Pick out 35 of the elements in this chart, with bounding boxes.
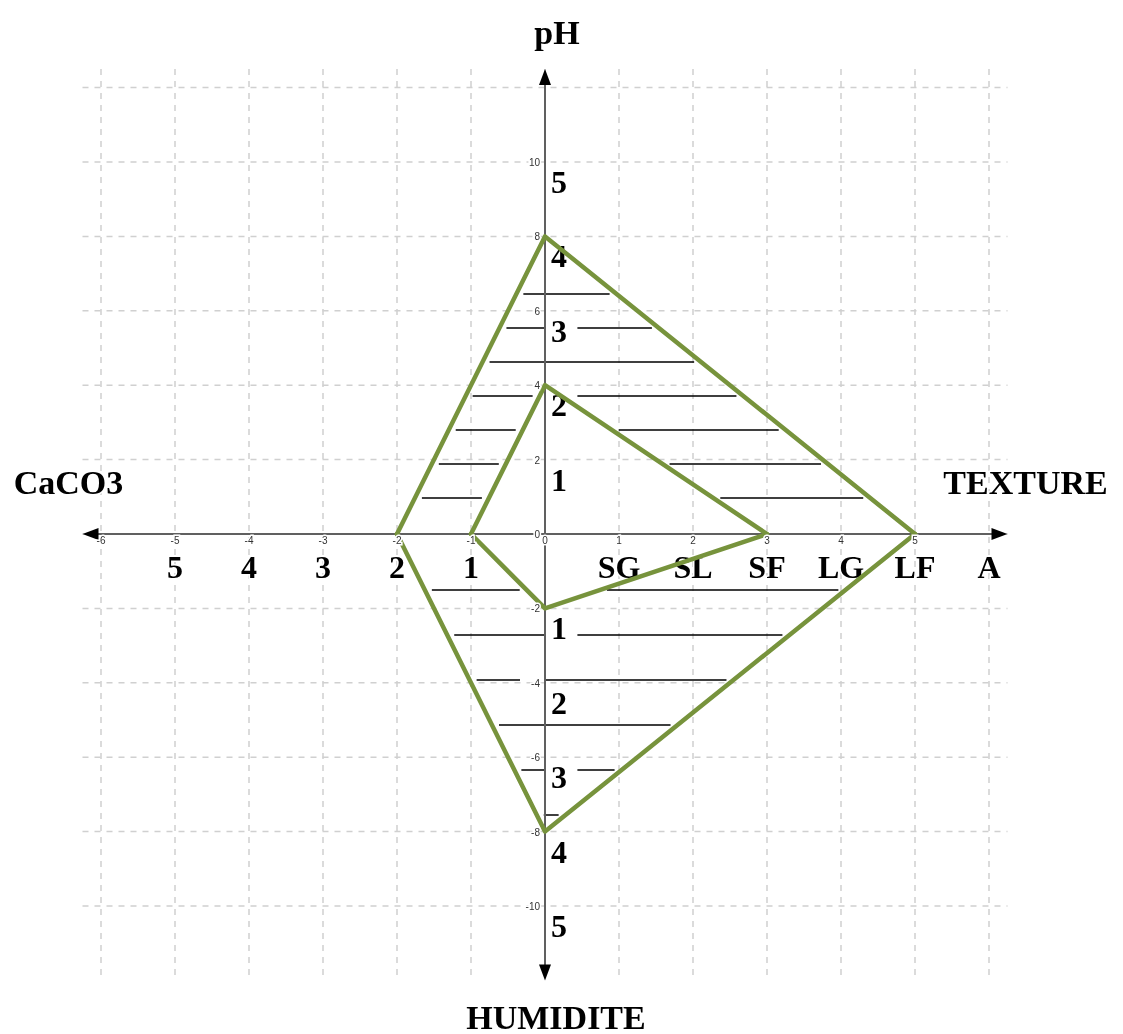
y-tick-label: 2 (534, 454, 541, 466)
x2-tick-label: A (977, 549, 1001, 585)
x2-tick-label: LF (894, 549, 936, 585)
x2-tick-label: SF (748, 549, 786, 585)
x-tick-label: 2 (690, 535, 697, 547)
x-tick-label: -1 (466, 535, 476, 547)
x-tick-label: -6 (96, 535, 106, 547)
text: HUMIDITE (466, 998, 646, 1034)
y-tick-label: -8 (531, 826, 541, 838)
annotation: CaCO3 (13, 463, 124, 501)
y3-tick-label: 1 (551, 610, 567, 647)
y-tick-label: 6 (534, 305, 541, 317)
y-tick-label: -2 (531, 602, 541, 614)
y3-tick-label: 5 (551, 908, 567, 944)
x-tick-label: 5 (912, 535, 919, 547)
x-tick-label: 4 (838, 535, 845, 547)
x-tick-label: 3 (764, 535, 771, 547)
y-tick-label: -10 (525, 900, 541, 912)
y2-tick-label: 5 (551, 164, 567, 200)
x2-tick-label: LG (817, 549, 865, 585)
x-tick-label: 1 (616, 535, 623, 547)
x-tick-label: -4 (244, 535, 254, 547)
y-tick-label: 10 (528, 156, 541, 168)
y-tick-label: -4 (531, 677, 541, 689)
y-tick-label: -6 (531, 751, 541, 763)
x2-tick-label: SG (597, 549, 641, 585)
y-tick-label: 4 (534, 379, 541, 391)
y3-tick-label: 3 (551, 759, 567, 796)
y-tick-label: 8 (534, 230, 541, 242)
x-tick-label: -5 (170, 535, 180, 547)
x-tick-label: -3 (318, 535, 328, 547)
y2-tick-label: 3 (551, 312, 567, 349)
x-axis-title: TEXTURE (943, 463, 1108, 501)
y2-axis-title: pH (534, 13, 580, 51)
y2-tick-label: 1 (551, 461, 567, 498)
